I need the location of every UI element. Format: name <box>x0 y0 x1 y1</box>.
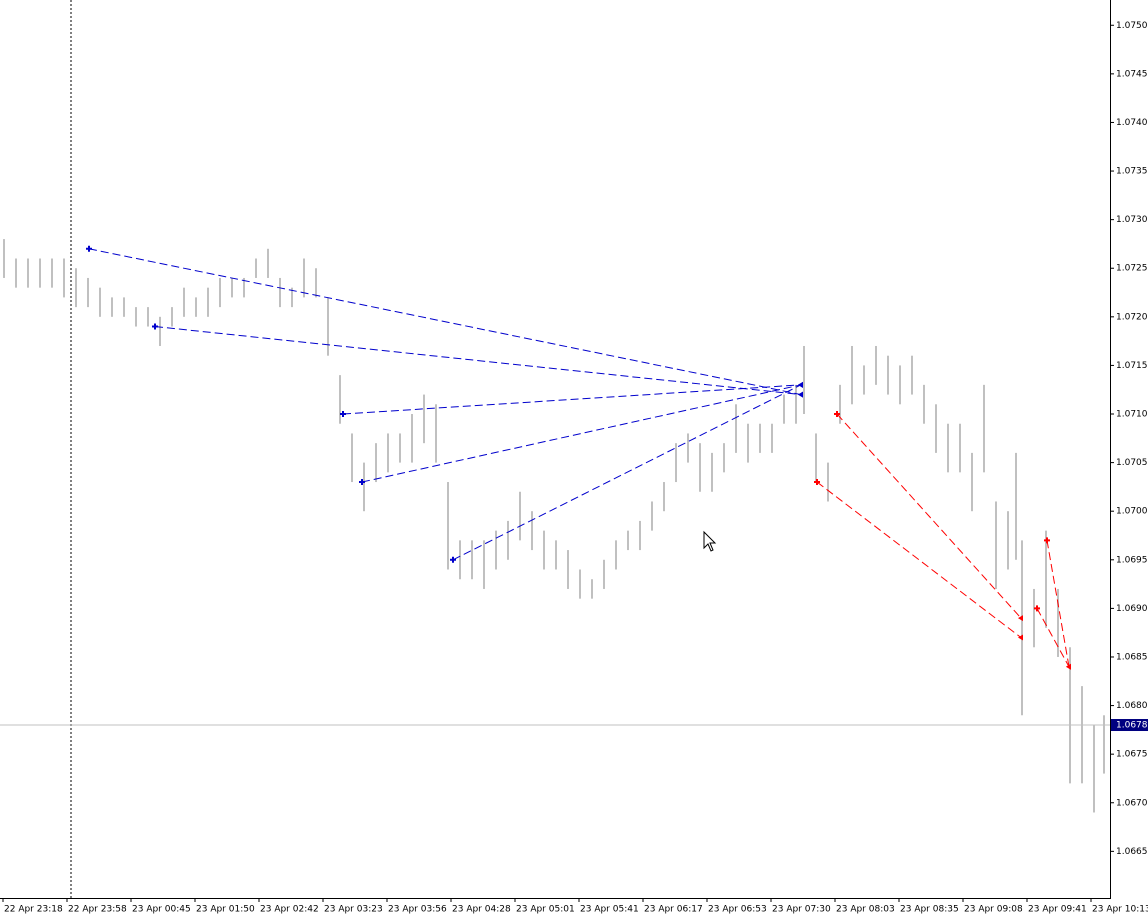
x-tick-label: 23 Apr 09:41 <box>1028 905 1087 915</box>
x-tick-label: 23 Apr 06:17 <box>644 905 703 915</box>
trade-line <box>452 384 802 561</box>
y-tick-label: 1.0705 <box>1116 458 1148 468</box>
y-tick-label: 1.0675 <box>1116 750 1148 760</box>
trade-open-marker <box>1034 605 1040 612</box>
trade-open-marker <box>814 479 820 486</box>
current-price-box <box>1111 719 1148 732</box>
x-tick-label: 22 Apr 23:18 <box>4 905 63 915</box>
y-tick-label: 1.0745 <box>1116 69 1148 79</box>
trade-close-marker <box>1018 615 1023 622</box>
trade-open-marker <box>340 411 346 418</box>
x-tick-label: 23 Apr 03:56 <box>388 905 447 915</box>
y-tick-label: 1.0670 <box>1116 798 1148 808</box>
trade-close-marker <box>798 381 803 388</box>
trade-close-marker <box>1018 634 1023 641</box>
y-tick-label: 1.0680 <box>1116 701 1148 711</box>
x-tick-label: 23 Apr 02:42 <box>260 905 319 915</box>
x-tick-label: 23 Apr 08:03 <box>836 905 895 915</box>
x-tick-label: 23 Apr 10:13 <box>1092 905 1148 915</box>
x-tick-label: 23 Apr 06:53 <box>708 905 767 915</box>
trade-close-marker <box>798 391 803 398</box>
trade-line <box>154 326 802 396</box>
y-tick-label: 1.0710 <box>1116 410 1148 420</box>
trade-line <box>1046 540 1070 667</box>
y-tick-label: 1.0690 <box>1116 604 1148 614</box>
current-price-label: 1.0678 <box>1116 721 1148 731</box>
y-tick-label: 1.0685 <box>1116 652 1148 662</box>
trade-open-marker <box>86 245 92 252</box>
y-tick-label: 1.0730 <box>1116 215 1148 225</box>
y-tick-label: 1.0715 <box>1116 361 1148 371</box>
y-tick-label: 1.0725 <box>1116 264 1148 274</box>
y-tick-label: 1.0720 <box>1116 312 1148 322</box>
trade-line <box>361 384 802 483</box>
plot <box>3 239 1105 813</box>
y-tick-label: 1.0740 <box>1116 118 1148 128</box>
x-tick-label: 23 Apr 05:01 <box>516 905 575 915</box>
cursor <box>703 530 717 552</box>
y-tick-label: 1.0750 <box>1116 21 1148 31</box>
x-tick-label: 23 Apr 07:30 <box>772 905 831 915</box>
x-tick-label: 23 Apr 05:41 <box>580 905 639 915</box>
trade-open-marker <box>1044 537 1050 544</box>
trade-line <box>342 384 802 415</box>
trade-open-marker <box>359 479 365 486</box>
trade-open-marker <box>450 556 456 563</box>
x-tick-label: 23 Apr 01:50 <box>196 905 255 915</box>
trade-line <box>1036 608 1070 667</box>
y-tick-label: 1.0695 <box>1116 555 1148 565</box>
trade-open-marker <box>834 411 840 418</box>
x-tick-label: 23 Apr 09:08 <box>964 905 1023 915</box>
x-tick-label: 23 Apr 08:35 <box>900 905 959 915</box>
trade-close-marker <box>1066 663 1071 670</box>
trade-line <box>836 413 1022 619</box>
x-tick-label: 23 Apr 03:23 <box>324 905 383 915</box>
x-tick-label: 23 Apr 04:28 <box>452 905 511 915</box>
x-tick-label: 23 Apr 00:45 <box>132 905 191 915</box>
y-tick-label: 1.0700 <box>1116 507 1148 517</box>
trade-line <box>88 248 802 396</box>
y-tick-label: 1.0735 <box>1116 167 1148 177</box>
trade-open-marker <box>152 323 158 330</box>
y-tick-label: 1.0665 <box>1116 847 1148 857</box>
x-tick-label: 22 Apr 23:58 <box>68 905 127 915</box>
trade-line <box>816 481 1022 638</box>
